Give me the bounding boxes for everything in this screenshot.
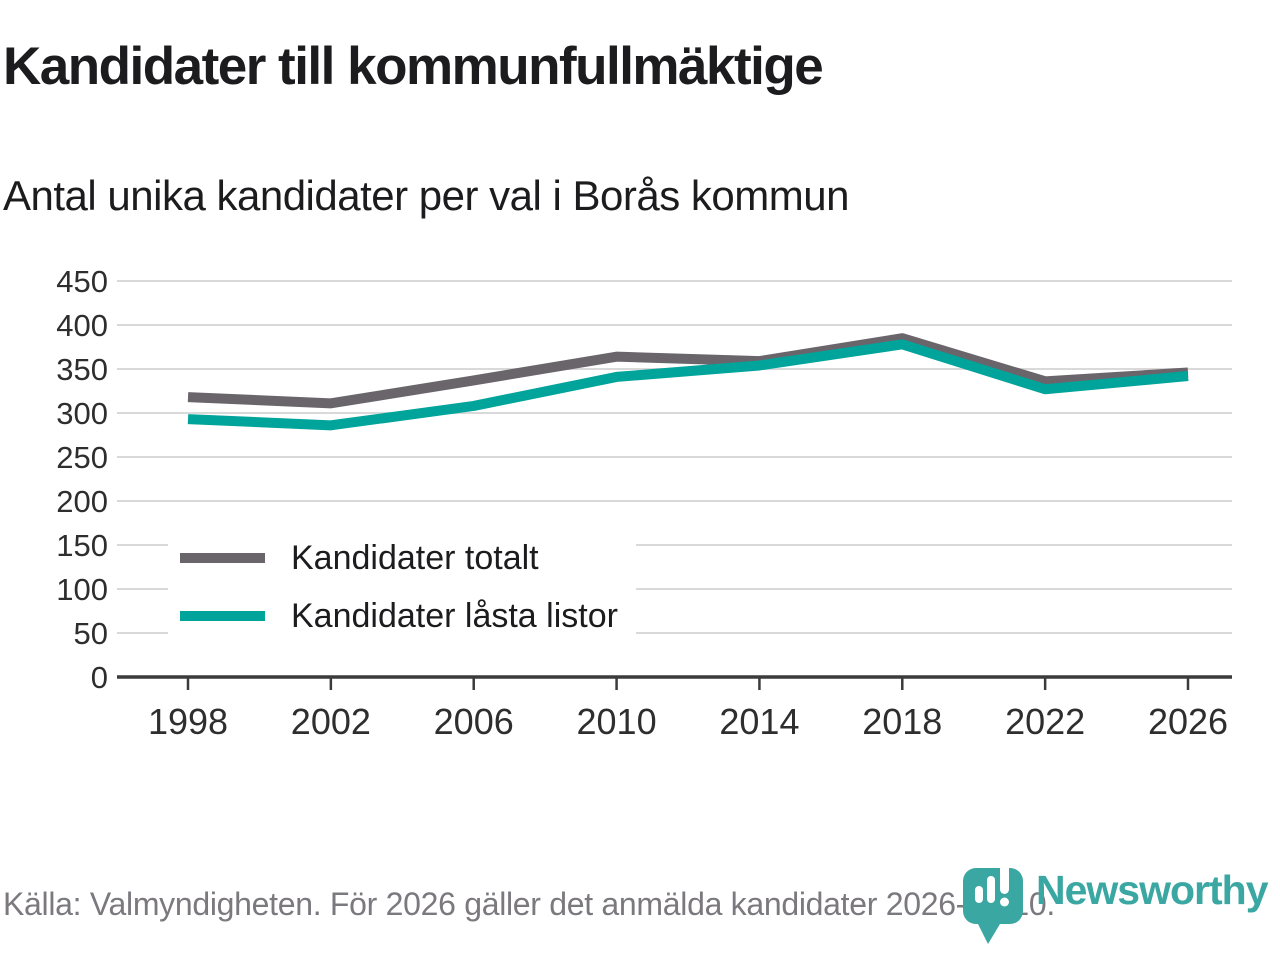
newsworthy-pin-barchart-icon bbox=[963, 860, 1023, 944]
y-tick-label: 300 bbox=[56, 396, 108, 431]
y-tick-label: 400 bbox=[56, 308, 108, 343]
x-tick-label: 2002 bbox=[291, 701, 371, 742]
source-note: Källa: Valmyndigheten. För 2026 gäller d… bbox=[3, 886, 1055, 922]
legend-item-locked-lists: Kandidater låsta listor bbox=[180, 594, 618, 638]
legend-item-total: Kandidater totalt bbox=[180, 536, 618, 580]
legend-swatch bbox=[180, 611, 265, 621]
chart-legend: Kandidater totalt Kandidater låsta listo… bbox=[168, 530, 636, 644]
x-tick-label: 2010 bbox=[577, 701, 657, 742]
y-tick-label: 100 bbox=[56, 572, 108, 607]
x-tick-label: 2026 bbox=[1148, 701, 1228, 742]
chart-subtitle: Antal unika kandidater per val i Borås k… bbox=[3, 172, 849, 219]
y-tick-label: 450 bbox=[56, 264, 108, 299]
legend-label: Kandidater låsta listor bbox=[291, 596, 618, 635]
series-line bbox=[187, 333, 1189, 409]
legend-swatch bbox=[180, 553, 265, 563]
y-tick-label: 150 bbox=[56, 528, 108, 563]
newsworthy-wordmark: Newsworthy bbox=[1036, 867, 1268, 913]
y-tick-label: 350 bbox=[56, 352, 108, 387]
y-tick-label: 50 bbox=[74, 616, 108, 651]
legend-label: Kandidater totalt bbox=[291, 538, 539, 577]
x-tick-label: 2022 bbox=[1005, 701, 1085, 742]
line-chart: 0 50 100 150 200 250 300 350 400 450 1998 2002 2006 2… bbox=[56, 264, 1232, 742]
x-tick-label: 2018 bbox=[862, 701, 942, 742]
chart-area: 0 50 100 150 200 250 300 350 400 450 1998 2002 2006 2… bbox=[0, 250, 1280, 770]
x-tick-label: 1998 bbox=[148, 701, 228, 742]
y-tick-label: 200 bbox=[56, 484, 108, 519]
x-tick-label: 2006 bbox=[434, 701, 514, 742]
y-tick-label: 0 bbox=[91, 660, 108, 695]
page-title: Kandidater till kommunfullmäktige bbox=[3, 37, 824, 96]
x-tick-label: 2014 bbox=[719, 701, 799, 742]
series-line bbox=[187, 339, 1189, 431]
y-tick-label: 250 bbox=[56, 440, 108, 475]
